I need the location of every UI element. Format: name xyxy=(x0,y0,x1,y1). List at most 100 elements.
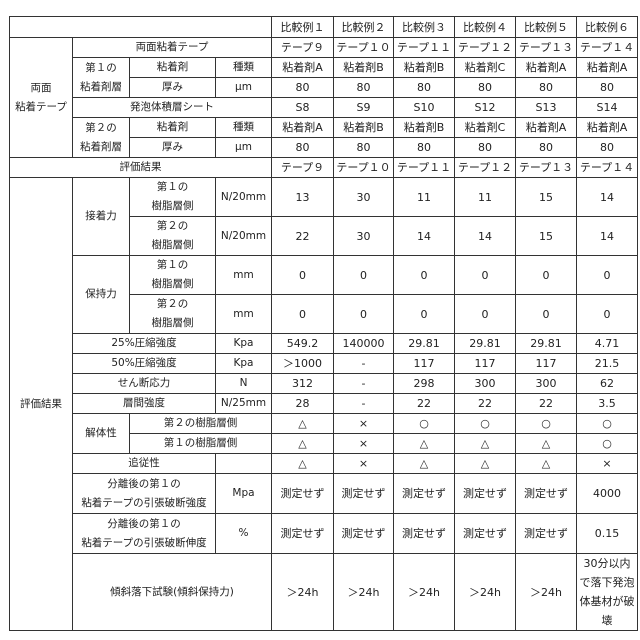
table-cell: 粘着剤A xyxy=(516,118,577,138)
table-cell: 14 xyxy=(577,178,638,217)
empty-cell xyxy=(10,17,272,38)
row-label-elong: 分離後の第１の 粘着テープの引張破断伸度 xyxy=(73,514,216,554)
row-label-type: 種類 xyxy=(216,118,272,138)
table-cell: 0 xyxy=(334,295,394,334)
row-label-thickness: 厚み xyxy=(130,138,216,158)
row-label-kpa: Kpa xyxy=(216,354,272,374)
row-label-dismantle: 解体性 xyxy=(73,414,130,454)
row-label-tape_group: 両面 粘着テープ xyxy=(10,38,73,158)
table-cell: 0 xyxy=(516,256,577,295)
table-cell: 80 xyxy=(516,78,577,98)
table-cell: 測定せず xyxy=(334,514,394,554)
table-cell: テープ１０ xyxy=(334,38,394,58)
table-cell: 30 xyxy=(334,217,394,256)
table-cell: 80 xyxy=(394,138,455,158)
table-cell: ○ xyxy=(394,414,455,434)
table-cell: 測定せず xyxy=(455,514,516,554)
row-label-resin2: 第２の 樹脂層側 xyxy=(130,217,216,256)
row-label-follow: 追従性 xyxy=(73,454,216,474)
table-cell: ○ xyxy=(577,434,638,454)
table-row-hold1: 保持力第１の 樹脂層側mm000000 xyxy=(10,256,638,295)
row-label-um: μm xyxy=(216,138,272,158)
table-cell: 15 xyxy=(516,178,577,217)
table-cell: 117 xyxy=(394,354,455,374)
row-label-resin1: 第１の 樹脂層側 xyxy=(130,256,216,295)
row-label-peel: 接着力 xyxy=(73,178,130,256)
table-cell: 22 xyxy=(455,394,516,414)
table-cell: 測定せず xyxy=(272,474,334,514)
table-cell: 粘着剤A xyxy=(516,58,577,78)
table-cell: 0 xyxy=(577,256,638,295)
row-label-interlayer: 層間強度 xyxy=(73,394,216,414)
table-row-peel1: 評価結果接着力第１の 樹脂層側N/20mm133011111514 xyxy=(10,178,638,217)
table-cell: 0 xyxy=(455,295,516,334)
row-label-tape: 両面粘着テープ xyxy=(73,38,272,58)
table-row-foam: 発泡体積層シートS8S9S10S12S13S14 xyxy=(10,98,638,118)
row-label-foam: 発泡体積層シート xyxy=(73,98,272,118)
table-cell: 15 xyxy=(516,217,577,256)
table-cell: △ xyxy=(516,434,577,454)
row-label-type: 種類 xyxy=(216,58,272,78)
table-cell: △ xyxy=(272,414,334,434)
row-label-dis2: 第２の樹脂層側 xyxy=(130,414,272,434)
row-label-hold: 保持力 xyxy=(73,256,130,334)
row-label-n20: N/20mm xyxy=(216,178,272,217)
table-cell: 80 xyxy=(334,78,394,98)
table-cell: 0 xyxy=(455,256,516,295)
table-cell: S13 xyxy=(516,98,577,118)
table-cell: S8 xyxy=(272,98,334,118)
table-row-eval: 評価結果テープ９テープ１０テープ１１テープ１２テープ１３テープ１４ xyxy=(10,158,638,178)
comparison-table: 比較例１比較例２比較例３比較例４比較例５比較例６両面 粘着テープ両面粘着テープテ… xyxy=(9,16,638,631)
table-cell: △ xyxy=(272,454,334,474)
column-header: 比較例５ xyxy=(516,17,577,38)
table-cell: 測定せず xyxy=(394,474,455,514)
table-cell: 14 xyxy=(394,217,455,256)
table-row-shear: せん断応力N312-29830030062 xyxy=(10,374,638,394)
table-cell: テープ１４ xyxy=(577,158,638,178)
table-row-elong: 分離後の第１の 粘着テープの引張破断伸度%測定せず測定せず測定せず測定せず測定せ… xyxy=(10,514,638,554)
table-cell: - xyxy=(334,354,394,374)
table-cell: 62 xyxy=(577,374,638,394)
table-cell: 80 xyxy=(516,138,577,158)
table-cell: ○ xyxy=(516,414,577,434)
table-cell: 29.81 xyxy=(516,334,577,354)
table-row-c25: 25%圧縮強度Kpa549.214000029.8129.8129.814.71 xyxy=(10,334,638,354)
table-cell: 粘着剤A xyxy=(272,118,334,138)
table-cell: S12 xyxy=(455,98,516,118)
table-cell: ＞1000 xyxy=(272,354,334,374)
table-cell: 29.81 xyxy=(455,334,516,354)
column-header: 比較例３ xyxy=(394,17,455,38)
table-cell: 粘着剤B xyxy=(334,118,394,138)
table-cell: 300 xyxy=(516,374,577,394)
table-cell: ＞24h xyxy=(455,554,516,631)
row-label-mpa: Mpa xyxy=(216,474,272,514)
table-cell: 117 xyxy=(455,354,516,374)
row-label-tensile: 分離後の第１の 粘着テープの引張破断強度 xyxy=(73,474,216,514)
table-cell: テープ１０ xyxy=(334,158,394,178)
row-label-adhesive: 粘着剤 xyxy=(130,58,216,78)
column-header: 比較例１ xyxy=(272,17,334,38)
table-cell: 0 xyxy=(516,295,577,334)
table-cell: 0 xyxy=(577,295,638,334)
table-cell: 0.15 xyxy=(577,514,638,554)
table-cell: 0 xyxy=(272,295,334,334)
row-label-mm: mm xyxy=(216,295,272,334)
table-cell: 11 xyxy=(455,178,516,217)
table-cell: 312 xyxy=(272,374,334,394)
table-row-incline: 傾斜落下試験(傾斜保持力)＞24h＞24h＞24h＞24h＞24h30分以内で落… xyxy=(10,554,638,631)
row-label-resin2: 第２の 樹脂層側 xyxy=(130,295,216,334)
table-cell: 0 xyxy=(394,256,455,295)
table-cell: テープ１４ xyxy=(577,38,638,58)
row-label-um: μm xyxy=(216,78,272,98)
table-cell: 測定せず xyxy=(334,474,394,514)
column-header: 比較例２ xyxy=(334,17,394,38)
table-row-header: 比較例１比較例２比較例３比較例４比較例５比較例６ xyxy=(10,17,638,38)
table-cell: 13 xyxy=(272,178,334,217)
table-cell: 30分以内で落下発泡体基材が破壊 xyxy=(577,554,638,631)
table-cell: △ xyxy=(394,454,455,474)
table-cell: △ xyxy=(516,454,577,474)
table-cell: 80 xyxy=(455,78,516,98)
table-cell: テープ１２ xyxy=(455,38,516,58)
table-cell: 測定せず xyxy=(516,474,577,514)
table-cell: × xyxy=(334,434,394,454)
